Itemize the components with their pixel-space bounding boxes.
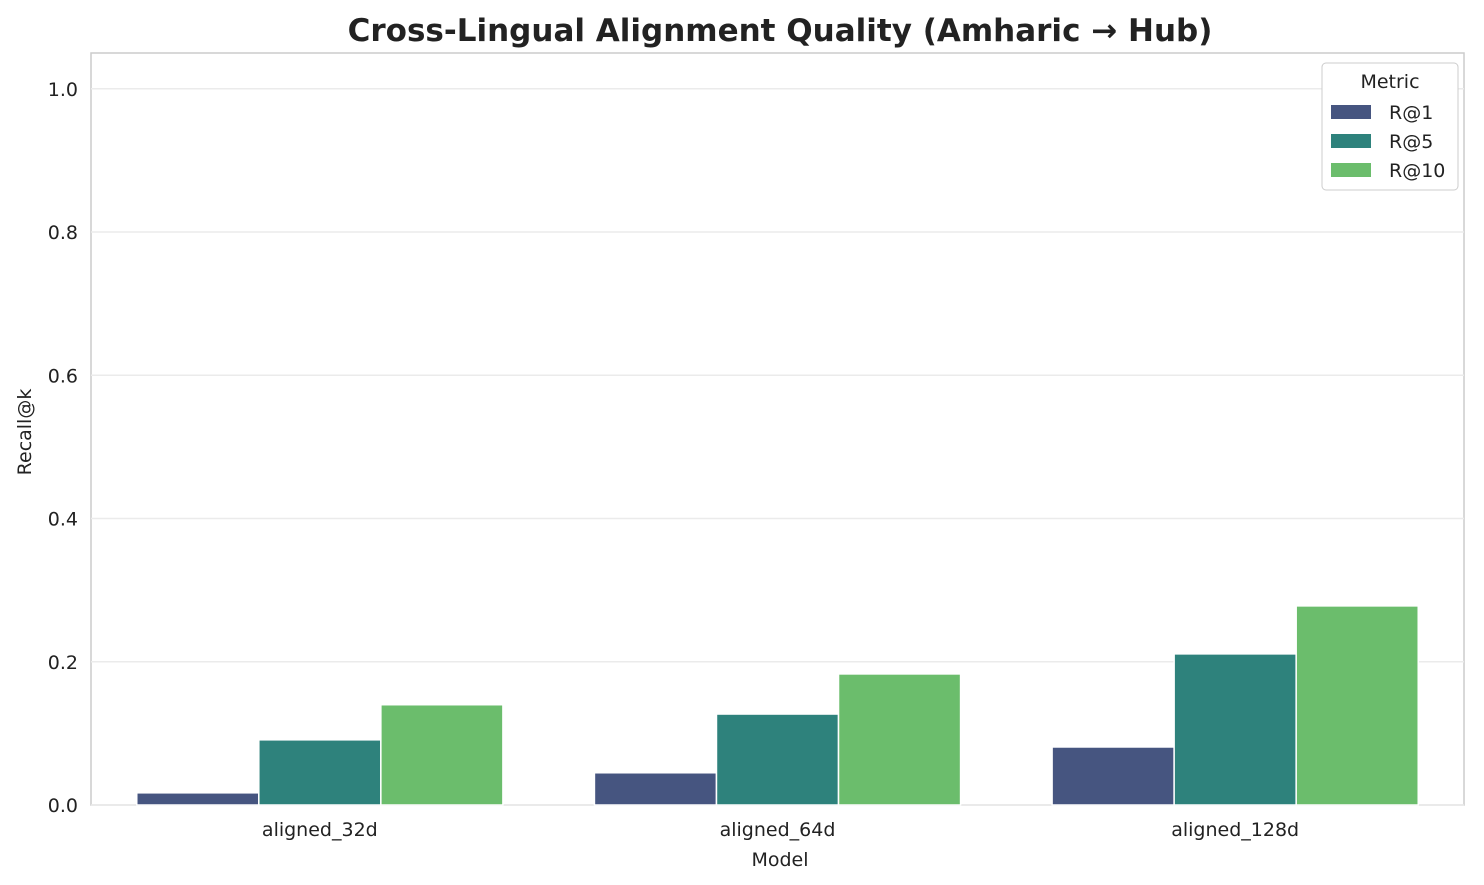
bar-R@5-aligned_64d: [715, 713, 840, 806]
legend-label: R@10: [1389, 160, 1445, 182]
x-axis-label: Model: [751, 849, 808, 871]
y-tick-label: 1.0: [48, 79, 78, 101]
y-tick-label: 0.2: [48, 652, 78, 674]
y-tick-label: 0.6: [48, 365, 78, 387]
bar-R@10-aligned_64d: [837, 673, 962, 806]
legend-swatch: [1331, 163, 1371, 177]
legend-label: R@1: [1389, 102, 1433, 124]
legend-title: Metric: [1360, 71, 1419, 93]
legend-label: R@5: [1389, 131, 1433, 153]
x-tick-label: aligned_32d: [262, 819, 378, 841]
bar-R@5-aligned_32d: [258, 739, 382, 806]
bar-R@1-aligned_64d: [593, 772, 718, 806]
bar-R@10-aligned_32d: [380, 703, 504, 806]
bar-R@10-aligned_128d: [1295, 605, 1419, 806]
y-tick-label: 0.4: [48, 509, 78, 531]
y-axis-label: Recall@k: [14, 389, 36, 476]
y-tick-label: 0.8: [48, 222, 78, 244]
chart-title: Cross-Lingual Alignment Quality (Amharic…: [348, 13, 1213, 49]
bar-R@5-aligned_128d: [1173, 653, 1297, 806]
legend-swatch: [1331, 105, 1371, 119]
bar-R@1-aligned_128d: [1051, 746, 1175, 806]
x-tick-label: aligned_64d: [720, 819, 836, 841]
y-tick-label: 0.0: [48, 795, 78, 817]
legend: Metric R@1 R@5 R@10: [1321, 62, 1459, 191]
legend-swatch: [1331, 134, 1371, 148]
bar-R@1-aligned_32d: [136, 792, 260, 806]
x-tick-label: aligned_128d: [1171, 819, 1299, 841]
